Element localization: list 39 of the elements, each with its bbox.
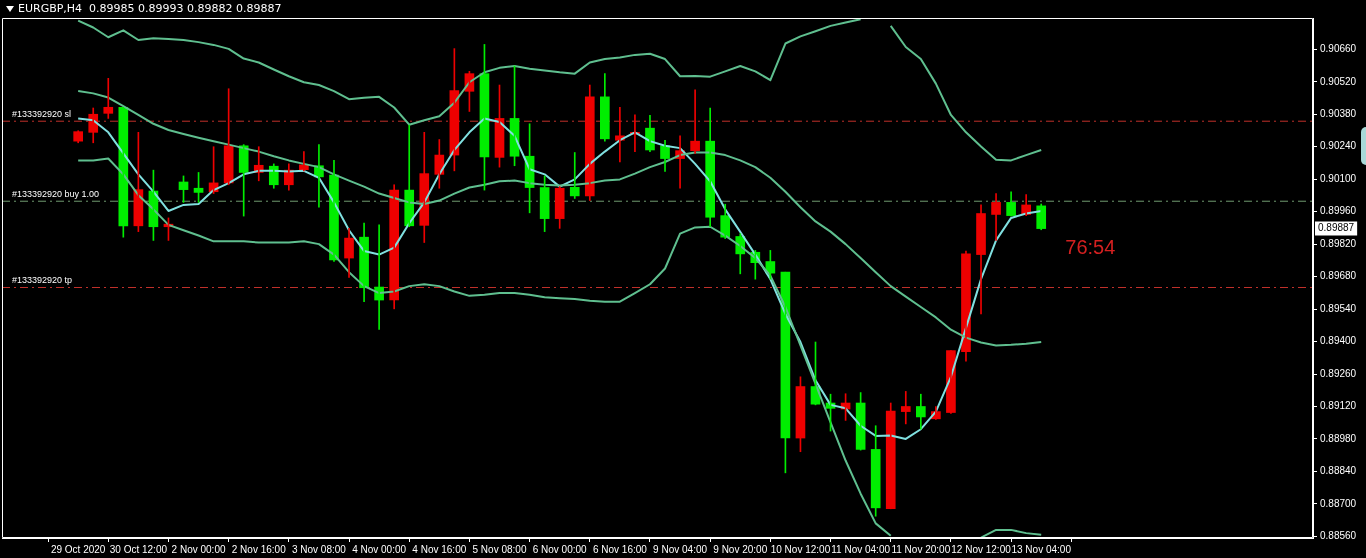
- x-tick-label: 12 Nov 12:00: [951, 543, 1012, 555]
- y-tick-label: 0.90520: [1320, 75, 1357, 87]
- x-tick-label: 2 Nov 16:00: [231, 543, 287, 555]
- x-tick-label: 9 Nov 20:00: [713, 543, 768, 555]
- x-tick-label: 10 Nov 12:00: [770, 543, 831, 555]
- x-tick-label: 9 Nov 04:00: [653, 543, 708, 555]
- y-tick-label: 0.88560: [1320, 530, 1357, 542]
- chart-title: EURGBP,H4 0.89985 0.89993 0.89882 0.89887: [18, 2, 282, 15]
- x-tick-label: 11 Nov 20:00: [891, 543, 951, 555]
- y-tick-label: 0.89260: [1320, 367, 1357, 379]
- x-tick-label: 4 Nov 16:00: [412, 543, 467, 555]
- y-tick-label: 0.89400: [1320, 335, 1357, 347]
- ref-line-label: #133392920 tp: [12, 275, 73, 286]
- ref-line-label: #133392920 sl: [12, 109, 72, 120]
- ref-line-label: #133392920 buy 1.00: [12, 189, 100, 200]
- x-tick-label: 13 Nov 04:00: [1011, 543, 1072, 555]
- text: 76:54: [1065, 236, 1116, 259]
- x-tick-label: 6 Nov 16:00: [592, 543, 648, 555]
- x-tick-label: 29 Oct 2020: [50, 543, 106, 555]
- y-tick-label: 0.89540: [1320, 302, 1357, 314]
- x-tick-label: 2 Nov 00:00: [171, 543, 226, 555]
- x-tick-label: 4 Nov 00:00: [352, 543, 407, 555]
- y-tick-label: 0.90380: [1320, 108, 1357, 119]
- text: 0.89887: [1318, 222, 1355, 234]
- y-tick-label: 0.89960: [1320, 205, 1357, 217]
- x-tick-label: 11 Nov 04:00: [831, 543, 891, 555]
- y-tick-label: 0.88700: [1320, 497, 1357, 509]
- y-tick-label: 0.90100: [1320, 172, 1357, 184]
- y-tick-label: 0.88840: [1320, 465, 1357, 477]
- y-tick-label: 0.90660: [1320, 43, 1357, 55]
- y-tick-label: 0.89680: [1320, 270, 1357, 282]
- x-tick-label: 3 Nov 08:00: [291, 543, 347, 555]
- y-tick-label: 0.89120: [1320, 400, 1357, 412]
- x-tick-label: 5 Nov 08:00: [472, 543, 527, 555]
- y-tick-label: 0.89820: [1320, 237, 1357, 249]
- x-tick-label: 30 Oct 12:00: [109, 543, 168, 555]
- y-tick-label: 0.88980: [1320, 432, 1357, 444]
- x-tick-label: 6 Nov 00:00: [532, 543, 588, 555]
- y-tick-label: 0.90240: [1320, 140, 1357, 152]
